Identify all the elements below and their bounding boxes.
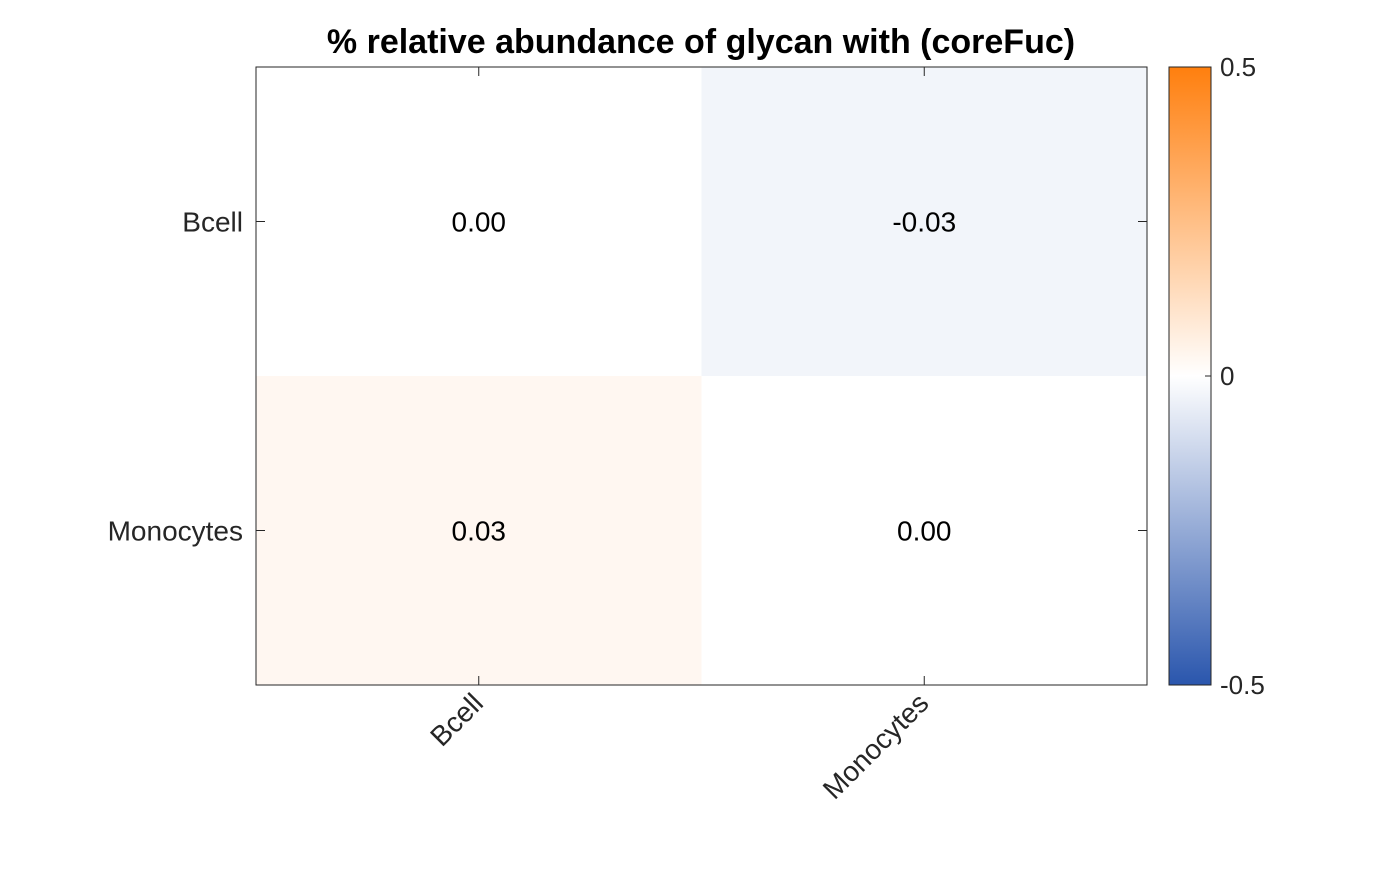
chart-title: % relative abundance of glycan with (cor… <box>327 23 1075 61</box>
heatmap-cell <box>256 67 702 376</box>
cell-value-label: -0.03 <box>892 207 956 238</box>
colorbar-tick-label: 0.5 <box>1220 52 1256 82</box>
heatmap-cell <box>701 376 1147 685</box>
heatmap-cell <box>256 376 702 685</box>
cell-value-label: 0.00 <box>897 516 952 547</box>
plot-frame <box>255 66 1148 686</box>
heatmap-cell-labels: 0.00 -0.03 0.03 0.00 <box>452 207 957 547</box>
cell-value-label: 0.00 <box>452 207 507 238</box>
colorbar-tick-label: -0.5 <box>1220 670 1265 700</box>
colorbar-tick-label: 0 <box>1220 361 1234 391</box>
colorbar-ticks <box>1205 66 1211 686</box>
colorbar-labels: 0.5 0 -0.5 <box>1220 52 1265 700</box>
x-tick-label: Monocytes <box>817 687 935 805</box>
heatmap-cell <box>701 67 1147 376</box>
x-tick-label: Bcell <box>424 687 489 752</box>
axis-ticks <box>256 67 1147 685</box>
x-tick-labels: Bcell Monocytes <box>424 687 934 805</box>
colorbar <box>1168 66 1212 686</box>
y-tick-label: Bcell <box>182 207 243 238</box>
heatmap-cells <box>256 67 1147 685</box>
cell-value-label: 0.03 <box>452 516 507 547</box>
y-tick-label: Monocytes <box>108 516 243 547</box>
y-tick-labels: Bcell Monocytes <box>108 207 243 547</box>
